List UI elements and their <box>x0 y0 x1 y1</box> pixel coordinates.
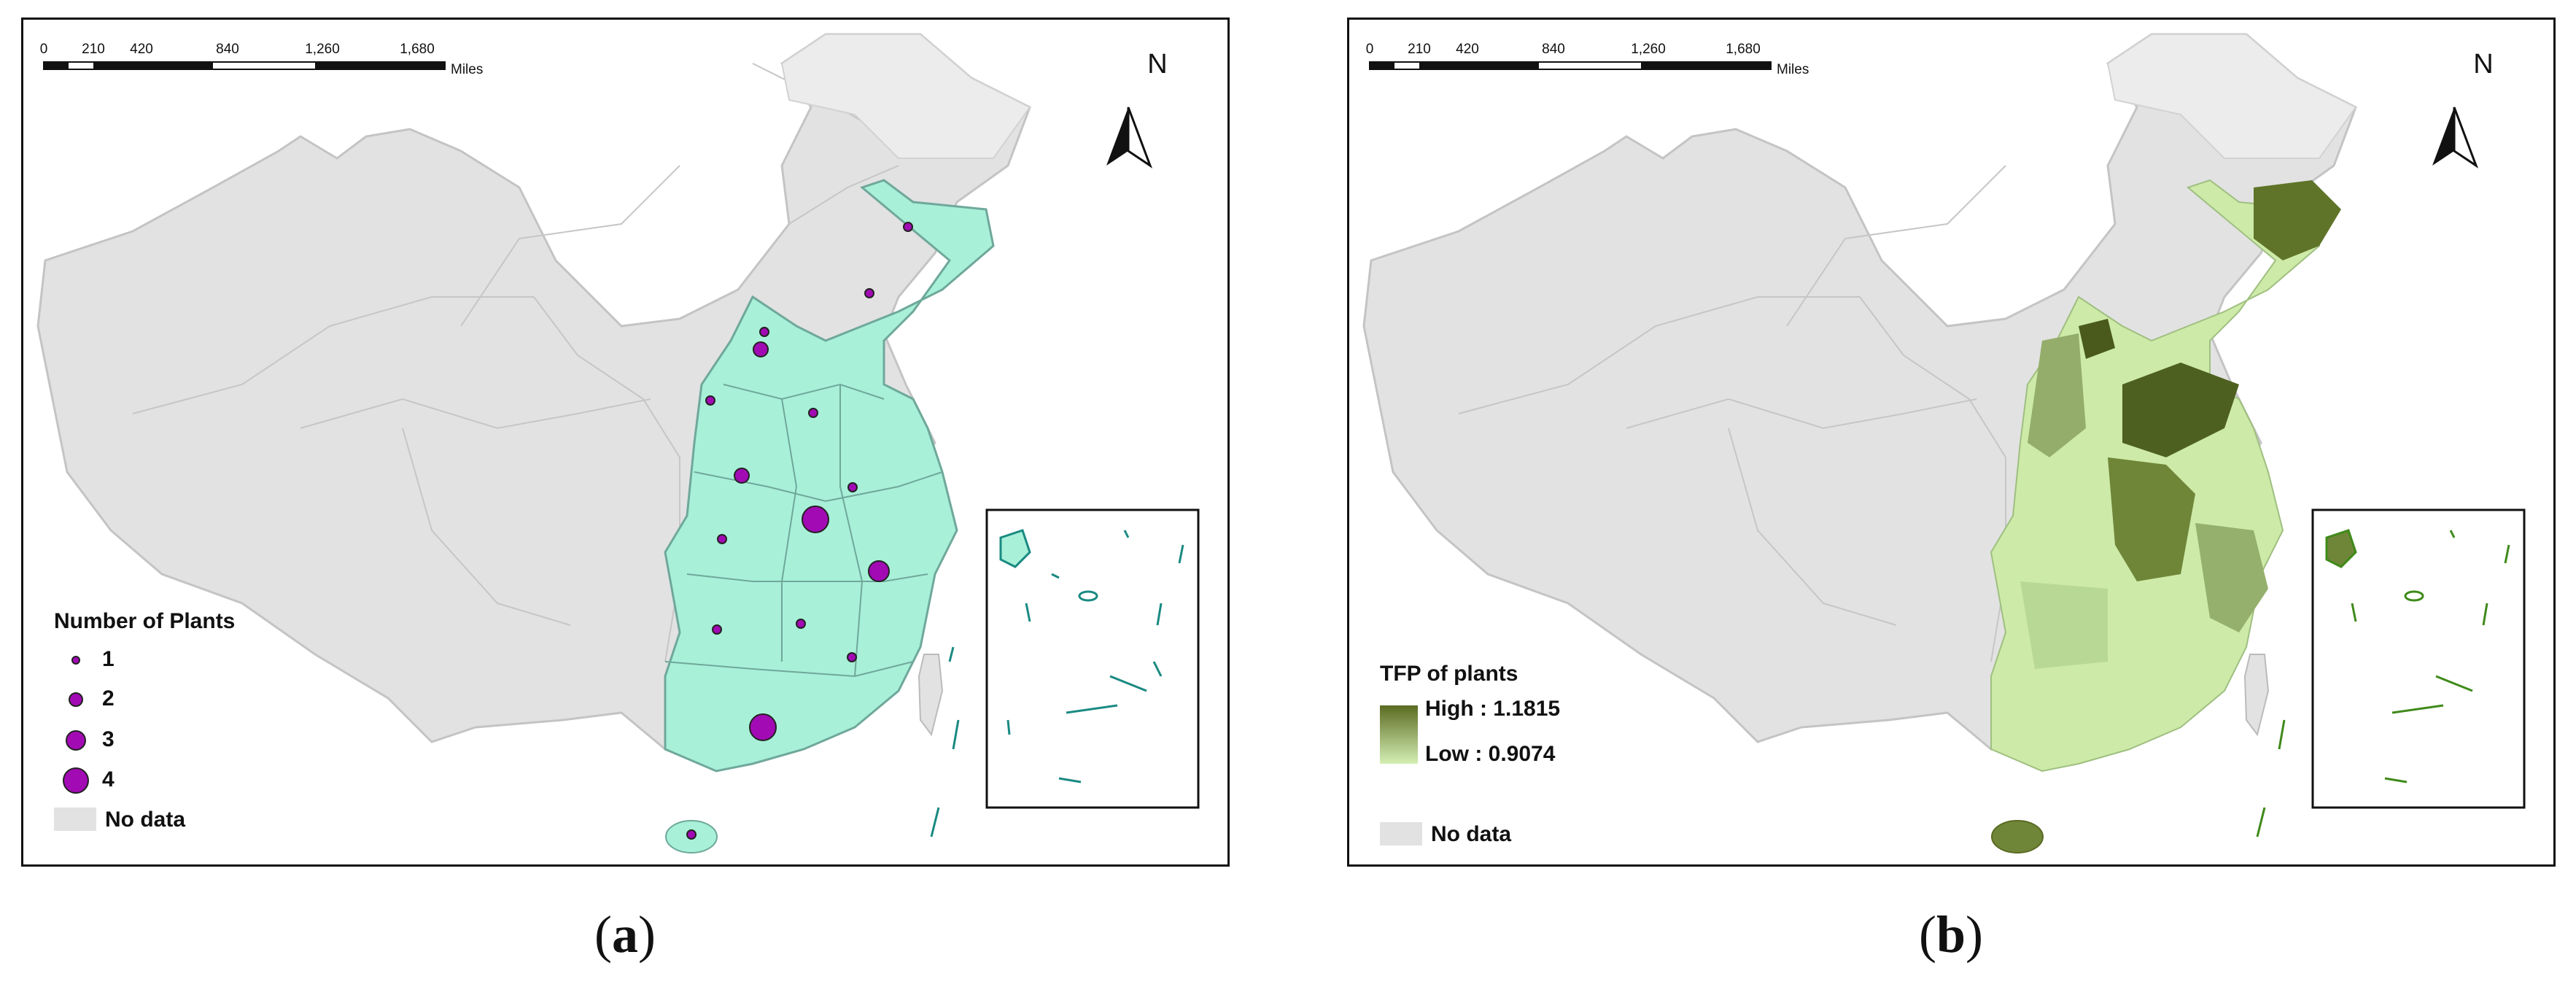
north-indicator: N <box>2454 49 2513 173</box>
plant-symbol <box>847 652 857 662</box>
scale-tick-label: 1,680 <box>400 42 435 57</box>
plant-symbols <box>686 222 913 840</box>
scale-bar: 0 210 420 840 1,260 1,680 Miles <box>38 42 484 93</box>
legend-label-1: 1 <box>102 647 115 671</box>
province-shanxi <box>2028 333 2086 457</box>
legend-no-data-label: No data <box>1431 822 1512 846</box>
plant-symbol <box>868 560 890 582</box>
province-zhejiang <box>2195 523 2268 632</box>
scale-bar-graphic <box>43 61 446 70</box>
north-arrow-icon <box>1106 107 1153 169</box>
legend-label-3: 3 <box>102 727 115 751</box>
plant-symbol <box>808 408 818 418</box>
scale-bar: 0 210 420 840 1,260 1,680 Miles <box>1364 42 1809 93</box>
scale-tick-label: 420 <box>1456 42 1479 57</box>
plant-symbol <box>712 624 722 635</box>
scale-units: Miles <box>451 62 484 77</box>
legend-symbol-3 <box>66 730 86 751</box>
scale-tick-label: 210 <box>82 42 105 57</box>
province-beijing <box>2079 319 2115 359</box>
scale-tick-label: 420 <box>130 42 153 57</box>
scale-tick-label: 210 <box>1408 42 1431 57</box>
legend-label-4: 4 <box>102 767 115 791</box>
legend-low-label: Low : 0.9074 <box>1425 742 1556 766</box>
plant-symbol <box>759 327 769 337</box>
legend-symbol-4 <box>63 767 89 794</box>
island-strokes <box>930 646 960 837</box>
taiwan-island <box>2243 654 2270 737</box>
hainan-island <box>1991 820 2044 854</box>
china-map-a <box>36 33 1200 854</box>
plant-symbol <box>802 506 829 533</box>
legend-no-data-label: No data <box>105 808 186 832</box>
north-label: N <box>1147 49 1168 80</box>
china-map-b <box>1362 33 2526 854</box>
island-strokes <box>2256 719 2286 837</box>
scale-bar-graphic <box>1369 61 1772 70</box>
legend-symbol-1 <box>71 656 80 665</box>
northeast-region <box>2106 34 2357 159</box>
plant-symbol <box>717 534 727 544</box>
legend-title: TFP of plants <box>1380 662 1518 686</box>
inset-islands <box>2325 529 2510 783</box>
scale-tick-label: 1,680 <box>1726 42 1761 57</box>
plant-symbol <box>796 619 806 629</box>
scale-tick-label: 840 <box>1542 42 1565 57</box>
plant-symbol <box>847 482 858 492</box>
north-label: N <box>2473 49 2494 80</box>
plant-symbol <box>686 829 697 840</box>
scale-tick-label: 1,260 <box>305 42 340 57</box>
legend-no-data-swatch <box>1380 822 1422 845</box>
caption-b: (b) <box>1918 905 1983 964</box>
caption-a: (a) <box>594 905 656 964</box>
province-henan-anhui <box>2108 457 2195 581</box>
north-arrow-icon <box>2432 107 2479 169</box>
scale-tick-label: 840 <box>216 42 239 57</box>
legend-symbols <box>63 656 89 794</box>
data-region <box>664 179 995 773</box>
taiwan-island <box>917 654 944 737</box>
legend-label-2: 2 <box>102 686 115 711</box>
plant-symbol <box>864 288 874 298</box>
legend-title: Number of Plants <box>54 609 236 633</box>
caption-b-letter: b <box>1936 905 1966 964</box>
legend-gradient-ramp <box>1380 705 1418 764</box>
inset-islands <box>999 529 1184 783</box>
north-indicator: N <box>1128 49 1187 173</box>
scale-tick-label: 0 <box>1365 42 1374 57</box>
plant-symbol <box>753 341 769 357</box>
map-panel-b: 0 210 420 840 1,260 1,680 Miles N TFP of… <box>1347 18 2556 867</box>
plant-symbol <box>903 222 913 232</box>
scale-tick-label: 0 <box>39 42 48 57</box>
legend-high-label: High : 1.1815 <box>1425 697 1561 721</box>
legend-no-data-swatch <box>54 808 96 831</box>
province-liaoning <box>2254 180 2341 260</box>
caption-a-letter: a <box>612 905 638 964</box>
scale-tick-label: 1,260 <box>1631 42 1666 57</box>
northeast-region <box>780 34 1031 159</box>
plant-symbol <box>734 468 750 484</box>
scale-units: Miles <box>1777 62 1809 77</box>
province-shandong <box>2122 363 2239 457</box>
plant-symbol <box>705 395 715 406</box>
province-hunan <box>2020 581 2108 669</box>
map-panel-a: 0 210 420 840 1,260 1,680 Miles N Number… <box>21 18 1230 867</box>
province-lines-grey <box>1458 165 2006 662</box>
legend-symbol-2 <box>69 692 83 707</box>
plant-symbol <box>749 713 777 741</box>
